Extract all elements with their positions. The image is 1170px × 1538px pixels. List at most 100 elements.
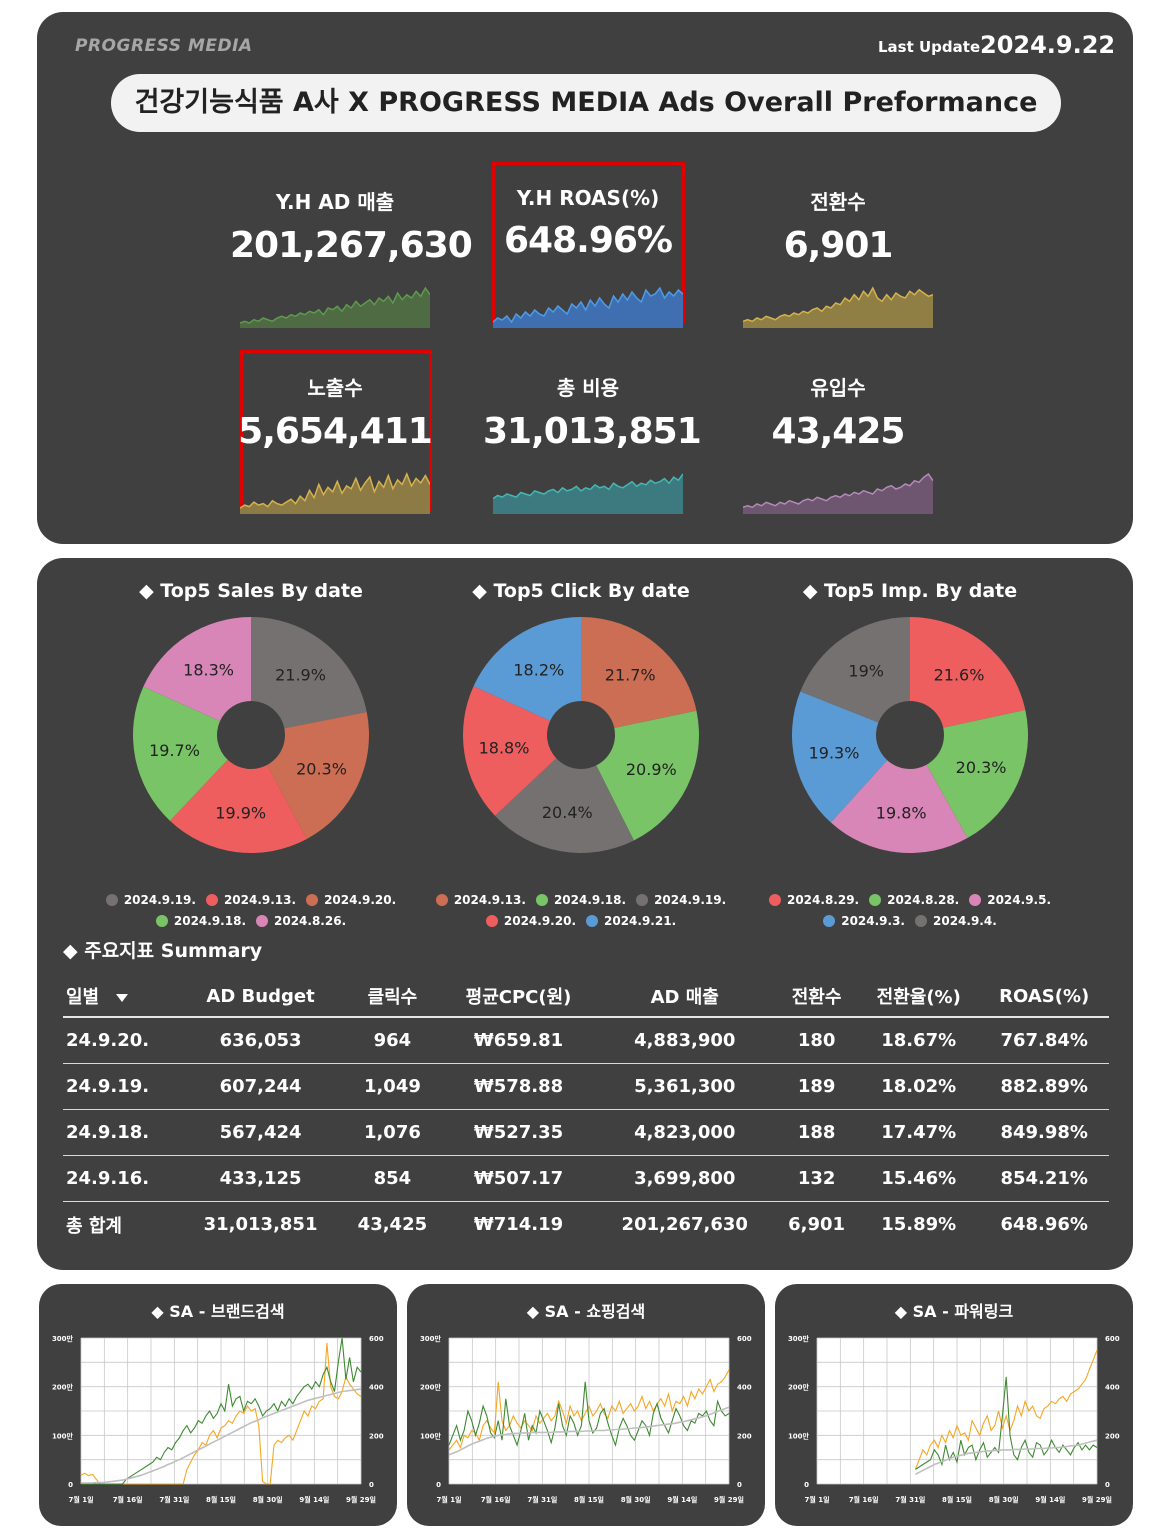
table-cell: 24.9.18. bbox=[63, 1109, 179, 1156]
table-total-row: 총 합계 31,013,851 43,425 ₩714.19 201,267,630 6,… bbox=[63, 1202, 1109, 1248]
pie-legend: 2024.9.13. 2024.9.18. 2024.9.19. 2024.9.20.… bbox=[416, 890, 746, 932]
table-cell: 854.21% bbox=[979, 1155, 1109, 1202]
table-cell: ₩507.17 bbox=[442, 1155, 595, 1202]
table-cell: 433,125 bbox=[179, 1155, 343, 1202]
kpi-value: 31,013,851 bbox=[483, 411, 702, 452]
legend-label: 2024.9.4. bbox=[933, 914, 997, 928]
pie-slice[interactable] bbox=[800, 617, 910, 723]
table-cell: 15.89% bbox=[881, 1214, 957, 1235]
y-right-tick: 200 bbox=[369, 1432, 384, 1440]
legend-item[interactable]: 2024.9.18. bbox=[155, 911, 246, 932]
pie-slice-label: 18.8% bbox=[479, 739, 530, 758]
legend-label: 2024.8.29. bbox=[786, 893, 860, 907]
legend-swatch bbox=[256, 915, 268, 927]
legend-item[interactable]: 2024.9.13. bbox=[205, 890, 296, 911]
legend-item[interactable]: 2024.9.3. bbox=[823, 911, 905, 932]
pie-slice[interactable] bbox=[581, 617, 697, 728]
kpi-value: 6,901 bbox=[783, 225, 894, 266]
legend-label: 2024.9.20. bbox=[324, 893, 397, 907]
table-cell: 189 bbox=[775, 1063, 859, 1110]
legend-swatch bbox=[969, 894, 982, 906]
x-tick: 9월 29일 bbox=[714, 1495, 744, 1504]
mini-chart-powerlink: ◆ SA - 파워링크 0 100만 200만 300만 0 200 400 600 7월 1일… bbox=[775, 1284, 1133, 1526]
column-header-date[interactable]: 일별 bbox=[63, 976, 179, 1018]
x-tick: 9월 14일 bbox=[1035, 1495, 1065, 1504]
sparkline-area bbox=[240, 474, 430, 514]
legend-swatch bbox=[105, 894, 118, 906]
column-header: 전환율(%) bbox=[858, 976, 980, 1018]
legend-item[interactable]: 2024.9.18. bbox=[535, 890, 626, 911]
legend-swatch bbox=[586, 915, 598, 927]
pie-slice-label: 20.4% bbox=[542, 803, 593, 822]
legend-item[interactable]: 2024.8.26. bbox=[256, 911, 346, 932]
table-row: 24.9.20. 636,053 964 ₩659.81 4,883,900 180 18.… bbox=[63, 1017, 1109, 1064]
kpi-panel: PROGRESS MEDIA Last Update 2024.9.22 건강기… bbox=[37, 12, 1133, 544]
legend-swatch bbox=[823, 915, 836, 927]
y-right-tick: 600 bbox=[1105, 1335, 1120, 1343]
table-cell: ₩578.88 bbox=[442, 1063, 595, 1110]
line-chart: 0 100만 200만 300만 0 200 400 600 7월 1일 7월 16일 7월 31일… bbox=[52, 1334, 384, 1504]
y-left-tick: 200만 bbox=[420, 1383, 442, 1392]
table-cell: 15.46% bbox=[858, 1155, 980, 1202]
pie-slice[interactable] bbox=[910, 617, 1026, 728]
pie-slice[interactable] bbox=[133, 686, 228, 821]
legend-item[interactable]: 2024.9.19. bbox=[105, 890, 196, 911]
pie-slice[interactable] bbox=[494, 758, 634, 853]
y-right-tick: 200 bbox=[737, 1432, 752, 1440]
sparkline bbox=[240, 472, 430, 514]
table-cell: 854 bbox=[342, 1155, 443, 1202]
kpi-label: 유입수 bbox=[810, 376, 866, 400]
legend-item[interactable]: 2024.9.13. bbox=[435, 890, 526, 911]
pie-title: ◆ Top5 Click By date bbox=[472, 580, 690, 602]
legend-label: 2024.8.26. bbox=[274, 914, 347, 928]
legend-item[interactable]: 2024.8.29. bbox=[768, 890, 860, 911]
legend-item[interactable]: 2024.9.19. bbox=[636, 890, 726, 911]
pie-slice-label: 20.3% bbox=[296, 759, 347, 778]
table-cell: 201,267,630 bbox=[621, 1214, 748, 1235]
pie-slice[interactable] bbox=[926, 709, 1029, 839]
legend-item[interactable]: 2024.9.4. bbox=[915, 911, 997, 932]
legend-item[interactable]: 2024.8.28. bbox=[869, 890, 959, 911]
pie-imp: ◆ Top5 Imp. By date 21.6% 20.3% 19.8% 19.3%… bbox=[760, 580, 1060, 928]
pie-slice[interactable] bbox=[596, 710, 699, 841]
legend-swatch bbox=[869, 894, 882, 906]
pie-slice[interactable] bbox=[473, 617, 581, 721]
table-cell: 607,244 bbox=[179, 1063, 343, 1110]
pie-slice[interactable] bbox=[143, 617, 251, 722]
table-cell: 총 합계 bbox=[66, 1215, 122, 1237]
sparkline-area bbox=[493, 288, 683, 328]
filter-arrow-icon[interactable] bbox=[115, 993, 129, 1003]
x-tick: 7월 16일 bbox=[849, 1495, 879, 1504]
pie-sales: ◆ Top5 Sales By date 21.9% 20.3% 19.9% 19.7… bbox=[101, 580, 401, 928]
pie-slice[interactable] bbox=[251, 617, 367, 729]
pie-slice-label: 21.7% bbox=[605, 665, 656, 684]
pie-slice[interactable] bbox=[267, 712, 370, 839]
pie-slice[interactable] bbox=[792, 691, 888, 823]
x-tick: 9월 29일 bbox=[346, 1495, 376, 1504]
legend-swatch bbox=[435, 894, 448, 906]
kpi-value: 43,425 bbox=[771, 411, 906, 452]
pie-slice-label: 20.9% bbox=[626, 760, 677, 779]
y-left-tick: 300만 bbox=[788, 1334, 810, 1343]
table-cell: 24.9.19. bbox=[63, 1063, 179, 1110]
legend-swatch bbox=[768, 894, 781, 906]
legend-item[interactable]: 2024.9.20. bbox=[485, 911, 576, 932]
table-row: 24.9.16. 433,125 854 ₩507.17 3,699,800 132 15.… bbox=[63, 1155, 1109, 1202]
pie-slice[interactable] bbox=[830, 760, 968, 853]
y-left-tick: 300만 bbox=[420, 1334, 442, 1343]
table-cell: 1,049 bbox=[342, 1063, 443, 1110]
kpi-label: 전환수 bbox=[810, 190, 866, 214]
legend-item[interactable]: 2024.9.20. bbox=[306, 890, 396, 911]
legend-item[interactable]: 2024.9.5. bbox=[969, 890, 1051, 911]
x-tick: 7월 16일 bbox=[481, 1495, 511, 1504]
y-right-tick: 400 bbox=[737, 1384, 752, 1392]
pie-slice-label: 21.6% bbox=[934, 665, 985, 684]
x-tick: 8월 15일 bbox=[206, 1495, 236, 1504]
legend-item[interactable]: 2024.9.21. bbox=[586, 911, 676, 932]
sparkline bbox=[743, 472, 933, 514]
legend-label: 2024.9.5. bbox=[987, 893, 1052, 907]
pie-slice[interactable] bbox=[462, 686, 557, 816]
table-cell: 767.84% bbox=[979, 1017, 1109, 1064]
mini-chart-brand-search: ◆ SA - 브랜드검색 0 100만 200만 300만 0 200 400 600 7월 1… bbox=[39, 1284, 397, 1526]
pie-slice[interactable] bbox=[170, 759, 307, 853]
